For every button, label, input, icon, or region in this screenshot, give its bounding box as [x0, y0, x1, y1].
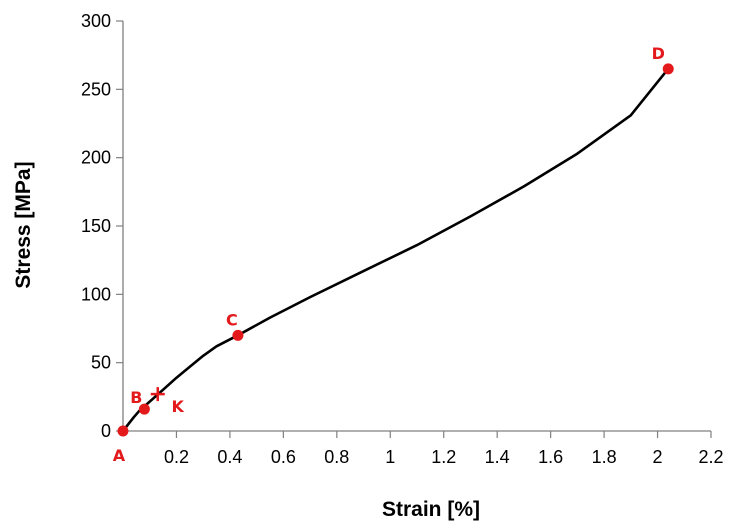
- axes: [122, 21, 711, 432]
- series: [121, 67, 670, 433]
- x-tick-label: 2: [653, 447, 663, 467]
- y-tick-label: 0: [101, 421, 111, 441]
- y-tick-label: 50: [91, 353, 111, 373]
- x-tick-label: 0.6: [271, 447, 296, 467]
- x-tick-label: 1.6: [538, 447, 563, 467]
- x-tick-label: 0.2: [164, 447, 189, 467]
- x-tick-label: 1.4: [485, 447, 510, 467]
- point-k-marker: [150, 387, 165, 402]
- point-d-label: D: [652, 44, 665, 63]
- y-tick-label: 150: [81, 216, 111, 236]
- point-a-label: A: [113, 446, 126, 465]
- y-tick-label: 100: [81, 284, 111, 304]
- x-tick-label: 0.4: [217, 447, 242, 467]
- point-b-marker: [138, 403, 150, 415]
- point-d-marker: [662, 63, 674, 75]
- ticks: 0 50 100 150 200 250 300 0.2 0.4 0.6 0.8 1 1.2 1.4 1.6…: [81, 11, 724, 467]
- markers: A B K C D: [113, 44, 674, 465]
- x-tick-label: 1.8: [592, 447, 617, 467]
- y-tick-label: 250: [81, 79, 111, 99]
- point-a-marker: [117, 425, 129, 437]
- x-tick-label: 2.2: [698, 447, 723, 467]
- y-tick-label: 300: [81, 11, 111, 31]
- y-tick-label: 200: [81, 148, 111, 168]
- point-k-label: K: [172, 397, 185, 416]
- x-tick-label: 1.2: [431, 447, 456, 467]
- x-tick-label: 0.8: [324, 447, 349, 467]
- point-c-label: C: [226, 310, 238, 329]
- point-c-marker: [232, 329, 244, 341]
- y-axis-title: Stress [MPa]: [12, 161, 35, 288]
- stress-strain-curve: [121, 67, 670, 433]
- x-axis-title: Strain [%]: [382, 498, 480, 521]
- point-b-label: B: [130, 388, 142, 407]
- x-tick-label: 1: [385, 447, 395, 467]
